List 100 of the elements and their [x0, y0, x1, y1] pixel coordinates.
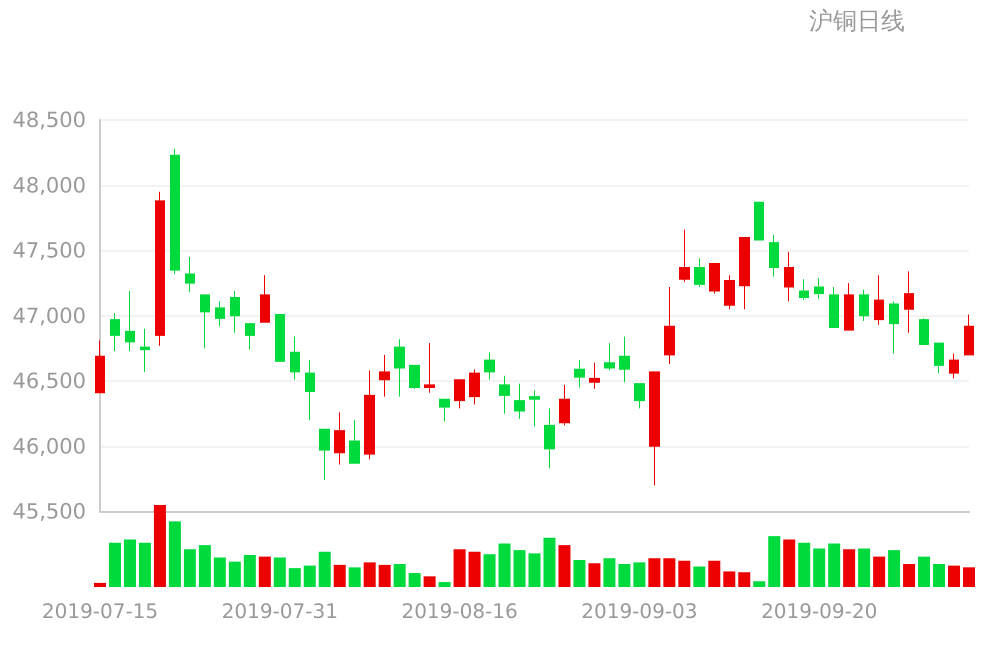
- candlestick: [829, 286, 839, 328]
- bar: [154, 505, 166, 587]
- bar: [228, 562, 241, 587]
- bar: [633, 562, 646, 587]
- bar: [94, 582, 106, 587]
- bar: [888, 550, 900, 587]
- bar: [678, 560, 690, 587]
- bar: [648, 558, 660, 587]
- bar: [214, 557, 226, 587]
- candlestick: [904, 270, 914, 334]
- bar: [543, 538, 556, 587]
- candlestick: [215, 300, 225, 327]
- candlestick: [634, 383, 645, 409]
- y-tick-label: 48,000: [12, 173, 86, 198]
- bar: [858, 548, 870, 587]
- bar: [558, 545, 570, 587]
- x-tick-label: 2019-07-15: [42, 599, 158, 623]
- candlestick: [934, 342, 944, 374]
- candlestick: [769, 234, 779, 278]
- bar: [843, 549, 856, 587]
- candlestick: [319, 428, 330, 481]
- bar: [408, 573, 421, 587]
- bar: [753, 581, 766, 587]
- candlestick: [919, 318, 929, 345]
- x-tick-label: 2019-09-20: [761, 599, 878, 623]
- bar: [288, 568, 301, 587]
- x-tick-label: 2019-08-16: [401, 599, 518, 623]
- bar: [603, 558, 616, 587]
- candlestick: [364, 370, 375, 460]
- bar: [108, 542, 121, 587]
- candlestick: [859, 289, 869, 322]
- bar: [708, 560, 720, 587]
- y-tick-label: 48,500: [12, 108, 86, 132]
- bar: [514, 550, 526, 587]
- candlestick: [140, 328, 150, 372]
- candlestick: [784, 251, 794, 302]
- candlestick: [949, 353, 959, 379]
- bar: [948, 566, 960, 587]
- candlestick: [529, 390, 540, 428]
- bar: [768, 536, 780, 587]
- bar: [498, 544, 511, 587]
- bar: [274, 557, 286, 587]
- bar: [588, 563, 600, 587]
- candlestick: [185, 256, 195, 293]
- bar: [723, 571, 736, 587]
- bar: [184, 549, 196, 587]
- candlestick: [754, 202, 764, 241]
- candlestick: [200, 294, 210, 349]
- candlestick: [394, 338, 405, 398]
- candlestick: [799, 278, 809, 301]
- candlestick: [814, 277, 824, 300]
- candlestick: [589, 362, 600, 390]
- candlestick: [964, 314, 974, 356]
- candlestick: [559, 384, 570, 426]
- candlestick: [260, 274, 270, 323]
- bar: [318, 552, 331, 587]
- bar: [468, 552, 481, 587]
- bar: [783, 539, 796, 587]
- candlestick: [349, 420, 360, 464]
- bar: [304, 566, 316, 587]
- y-tick-label: 47,000: [12, 304, 86, 328]
- candlestick: [245, 323, 255, 350]
- candlestick: [679, 229, 690, 282]
- candlestick: [469, 368, 480, 405]
- candlestick: [664, 286, 675, 365]
- bar: [873, 556, 886, 587]
- bar: [528, 553, 540, 587]
- candlestick: [424, 342, 435, 394]
- chart-title: 沪铜日线: [809, 7, 905, 35]
- candlestick: [110, 312, 120, 352]
- bar: [334, 564, 346, 587]
- candlestick: [649, 371, 660, 486]
- candlestick: [454, 379, 465, 409]
- candlestick: [739, 236, 750, 310]
- candlestick: [305, 360, 315, 421]
- x-tick-label: 2019-09-03: [581, 599, 698, 623]
- bar: [454, 549, 466, 587]
- bar: [903, 564, 916, 587]
- candlestick: [439, 398, 450, 422]
- candlestick: [889, 300, 899, 354]
- candlestick: [95, 340, 105, 394]
- y-tick-label: 47,500: [12, 238, 86, 262]
- candlestick: [125, 290, 135, 352]
- bar: [244, 555, 256, 587]
- candlestick: [334, 412, 345, 466]
- bar: [813, 548, 826, 587]
- candlestick: [574, 360, 585, 388]
- bar: [378, 564, 391, 587]
- candlestick: [844, 282, 854, 331]
- bar: [738, 572, 750, 587]
- bar: [198, 545, 211, 587]
- candlestick: [709, 263, 720, 294]
- bar: [364, 562, 376, 587]
- y-tick-label: 46,500: [12, 369, 86, 393]
- bar: [828, 544, 840, 587]
- candlestick: [170, 148, 180, 274]
- bar: [348, 567, 361, 587]
- bar: [258, 556, 271, 587]
- candlestick: [379, 354, 390, 398]
- candlestick: [230, 290, 240, 334]
